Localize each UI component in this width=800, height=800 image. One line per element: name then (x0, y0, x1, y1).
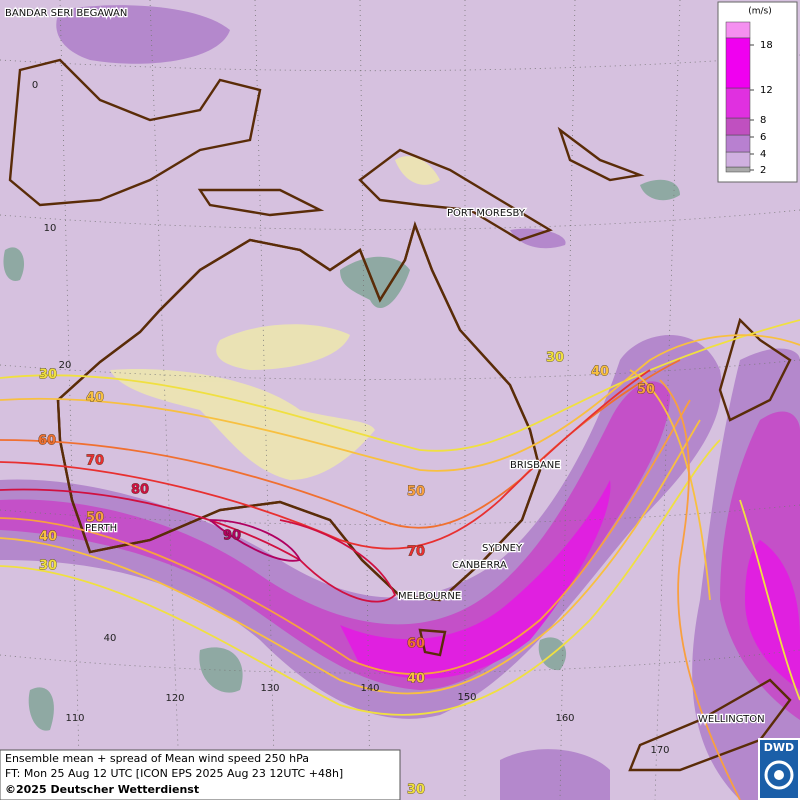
city-label: WELLINGTON (698, 714, 765, 725)
contour-label: 30 (39, 559, 57, 574)
legend-label: 4 (760, 149, 766, 160)
contour-label: 50 (86, 511, 104, 526)
contour-label: 40 (591, 365, 609, 380)
longitude-label: 150 (457, 692, 476, 703)
contour-line (629, 369, 711, 601)
longitude-label: 160 (555, 713, 574, 724)
longitude-label: 130 (260, 683, 279, 694)
legend-swatch (725, 151, 751, 168)
latitude-label: 40 (104, 633, 117, 644)
city-label: PERTH (85, 523, 117, 534)
footer: Ensemble mean + spread of Mean wind spee… (0, 749, 401, 800)
legend-swatch (725, 134, 751, 153)
contour-line (739, 499, 800, 701)
city-label: BRISBANE (510, 460, 561, 471)
legend-label: 18 (760, 40, 773, 51)
contour-line (0, 439, 721, 716)
footer-line: Ensemble mean + spread of Mean wind spee… (5, 752, 309, 765)
footer-line: ©2025 Deutscher Wetterdienst (5, 783, 199, 796)
legend-label: 2 (760, 165, 766, 176)
logo-dot (774, 770, 784, 780)
footer-line: FT: Mon 25 Aug 12 UTC [ICON EPS 2025 Aug… (5, 767, 343, 780)
legend: (m/s) 2 4 6 8 12 18 (717, 1, 798, 183)
logo-swirl (764, 760, 794, 790)
contour-label: 50 (637, 383, 655, 398)
contour-label: 50 (407, 485, 425, 500)
legend-label: 6 (760, 132, 766, 143)
legend-top (725, 21, 751, 39)
contour-label: 70 (86, 454, 104, 469)
legend-swatch (725, 37, 751, 89)
footer-box (0, 749, 401, 800)
contour-line (0, 399, 691, 675)
coastlines (8, 58, 792, 772)
contour-line (0, 334, 800, 472)
contour-line (0, 369, 651, 550)
spread-shading (0, 5, 800, 800)
legend-label: 8 (760, 115, 766, 126)
contour-label: 60 (38, 434, 56, 449)
longitude-label: 110 (65, 713, 84, 724)
city-label: BANDAR SERI BEGAWAN (5, 8, 127, 19)
legend-swatch (725, 166, 751, 173)
latitude-label: 0 (32, 80, 38, 91)
contour-label: 30 (39, 368, 57, 383)
contour-label: 90 (223, 529, 241, 544)
city-label: MELBOURNE (398, 591, 461, 602)
legend-label: 12 (760, 85, 773, 96)
legend-swatch (725, 117, 751, 136)
labels: 3040607080504030905070304050604030BANDAR… (4, 7, 766, 798)
contour-label: 80 (131, 483, 149, 498)
city-label: CANBERRA (452, 560, 507, 571)
contour-label: 40 (86, 391, 104, 406)
logo: DWD (758, 738, 800, 800)
longitude-label: 140 (360, 683, 379, 694)
contour-line (0, 359, 681, 529)
contour-line (0, 488, 397, 603)
contour-label: 70 (407, 545, 425, 560)
legend-swatch (725, 87, 751, 119)
longitude-label: 170 (650, 745, 669, 756)
longitude-label: 120 (165, 693, 184, 704)
contour-label: 40 (39, 530, 57, 545)
contour-line (209, 519, 302, 562)
contours (0, 319, 800, 800)
legend-unit: (m/s) (748, 7, 772, 17)
contour-label: 60 (407, 637, 425, 652)
city-label: PORT MORESBY (447, 208, 526, 219)
contour-line (0, 319, 800, 452)
contour-line (659, 379, 741, 800)
contour-label: 30 (546, 351, 564, 366)
contour-label: 40 (407, 672, 425, 687)
contour-line (0, 419, 701, 695)
logo-text: DWD (764, 741, 794, 754)
contour-label: 30 (407, 783, 425, 798)
latitude-label: 10 (44, 223, 57, 234)
city-label: SYDNEY (482, 543, 523, 554)
latitude-label: 20 (59, 360, 72, 371)
legend-scale: 2 4 6 8 12 18 (725, 37, 773, 176)
